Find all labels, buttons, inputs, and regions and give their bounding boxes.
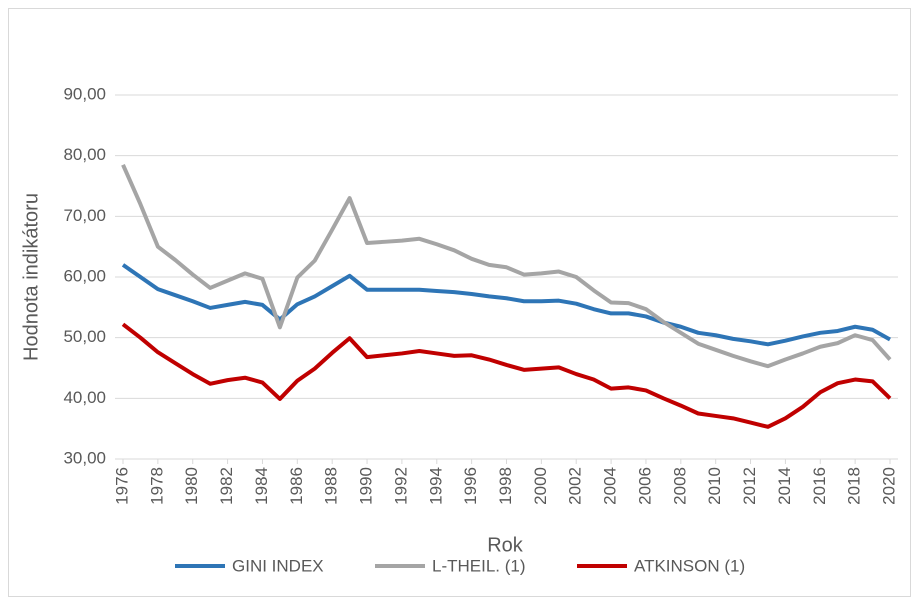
x-tick-label: 1982 bbox=[217, 467, 236, 505]
legend-label: L-THEIL. (1) bbox=[432, 556, 526, 575]
x-tick-label: 2004 bbox=[601, 467, 620, 505]
x-axis-title: Rok bbox=[487, 534, 524, 556]
y-tick-label: 40,00 bbox=[63, 388, 106, 407]
x-tick-label: 1994 bbox=[426, 467, 445, 505]
x-tick-label: 2010 bbox=[705, 467, 724, 505]
y-tick-label: 80,00 bbox=[63, 145, 106, 164]
x-tick-label: 2000 bbox=[531, 467, 550, 505]
x-tick-label: 1980 bbox=[182, 467, 201, 505]
x-tick-label: 2014 bbox=[775, 467, 794, 505]
y-tick-label: 30,00 bbox=[63, 448, 106, 467]
x-tick-label: 2012 bbox=[740, 467, 759, 505]
x-tick-label: 2008 bbox=[670, 467, 689, 505]
chart-frame bbox=[8, 8, 911, 597]
x-tick-label: 1988 bbox=[322, 467, 341, 505]
x-tick-label: 1986 bbox=[287, 467, 306, 505]
x-tick-label: 1990 bbox=[357, 467, 376, 505]
y-axis-title: Hodnota indikátoru bbox=[20, 193, 42, 361]
legend-label: ATKINSON (1) bbox=[634, 556, 745, 575]
series-line bbox=[121, 263, 891, 347]
x-tick-label: 2018 bbox=[845, 467, 864, 505]
x-tick-label: 2002 bbox=[566, 467, 585, 505]
series-line bbox=[121, 322, 892, 429]
x-tick-label: 2020 bbox=[879, 467, 898, 505]
x-tick-label: 2006 bbox=[635, 467, 654, 505]
y-tick-label: 50,00 bbox=[63, 327, 106, 346]
legend-label: GINI INDEX bbox=[232, 556, 324, 575]
x-tick-label: 1978 bbox=[147, 467, 166, 505]
y-tick-label: 70,00 bbox=[63, 206, 106, 225]
x-tick-label: 2016 bbox=[810, 467, 829, 505]
y-tick-label: 90,00 bbox=[63, 84, 106, 103]
x-tick-label: 1992 bbox=[391, 467, 410, 505]
x-tick-label: 1996 bbox=[461, 467, 480, 505]
y-tick-label: 60,00 bbox=[63, 266, 106, 285]
x-tick-label: 1984 bbox=[252, 467, 271, 505]
series-line bbox=[121, 163, 892, 369]
x-tick-label: 1976 bbox=[112, 467, 131, 505]
x-tick-label: 1998 bbox=[496, 467, 515, 505]
